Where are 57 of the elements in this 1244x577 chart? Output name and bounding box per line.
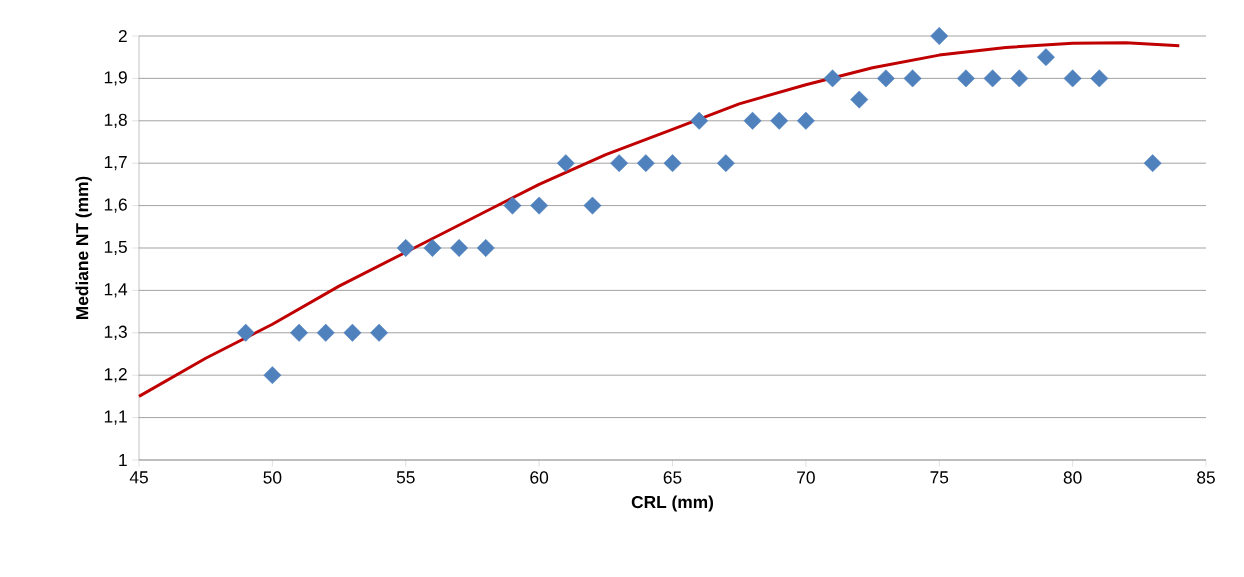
y-tick-label: 1,5 — [104, 240, 127, 256]
point — [716, 154, 735, 173]
point — [823, 69, 842, 88]
line-series — [137, 41, 1181, 398]
y-tick-label: 1,4 — [104, 283, 128, 298]
point — [476, 239, 495, 257]
x-tick-label: 65 — [663, 471, 682, 484]
y-tick-label: 1,7 — [104, 156, 127, 171]
point — [556, 154, 575, 173]
x-tick-label: 50 — [263, 471, 282, 484]
y-axis-title: Mediane NT (mm) — [75, 176, 92, 320]
y-tick-label: 1,6 — [104, 198, 127, 213]
y-tick-label: 1,1 — [104, 410, 127, 425]
x-tick-label: 75 — [930, 471, 949, 484]
point — [450, 239, 469, 257]
point — [396, 239, 415, 257]
point — [770, 111, 789, 130]
x-axis-title: CRL (mm) — [631, 495, 714, 512]
point — [876, 69, 895, 88]
point — [1143, 154, 1162, 173]
x-tick-label: 55 — [396, 471, 415, 484]
point — [316, 323, 335, 342]
x-tick-label: 70 — [797, 471, 815, 484]
x-tick-label: 45 — [129, 471, 148, 484]
point — [690, 111, 709, 130]
point — [796, 111, 815, 130]
point — [503, 196, 522, 215]
point — [610, 154, 629, 173]
point — [663, 154, 682, 173]
point — [343, 323, 362, 342]
point — [930, 27, 949, 45]
point — [1090, 69, 1109, 88]
point — [983, 69, 1002, 88]
y-tick-label: 1,9 — [104, 71, 127, 86]
point — [1063, 69, 1082, 88]
x-tick-label: 85 — [1197, 471, 1215, 484]
point — [903, 69, 922, 88]
y-tick-label: 1,3 — [104, 325, 127, 340]
point — [370, 323, 389, 342]
point — [530, 196, 549, 215]
point — [743, 111, 762, 130]
x-tick-label: 80 — [1063, 471, 1082, 484]
point — [636, 154, 655, 173]
point — [850, 90, 869, 109]
y-tick-label: 1 — [119, 454, 127, 466]
x-tick-label: 60 — [530, 471, 549, 484]
point — [1037, 48, 1055, 67]
point — [1010, 69, 1029, 88]
y-tick-label: 1,2 — [104, 368, 127, 383]
point — [263, 366, 282, 385]
point — [290, 323, 309, 342]
y-tick-label: 1,8 — [104, 113, 127, 128]
y-tick-label: 2 — [118, 29, 127, 43]
point — [236, 323, 255, 342]
point — [956, 69, 975, 88]
point — [583, 196, 602, 215]
point — [423, 239, 442, 257]
